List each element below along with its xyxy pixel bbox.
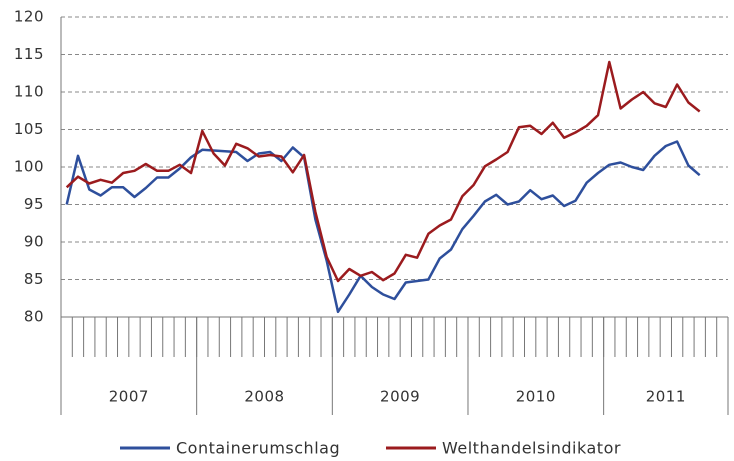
y-tick-label: 90 — [24, 233, 44, 251]
y-tick-label: 95 — [24, 195, 44, 213]
series-line — [65, 60, 701, 283]
year-label: 2009 — [380, 388, 420, 406]
y-tick-label: 80 — [24, 308, 44, 326]
y-tick-label: 120 — [14, 8, 44, 26]
legend-label: Containerumschlag — [176, 439, 340, 458]
year-label: 2011 — [646, 388, 686, 406]
legend-label: Welthandelsindikator — [442, 439, 621, 458]
year-label: 2007 — [109, 388, 149, 406]
y-tick-label: 85 — [24, 270, 44, 288]
y-tick-label: 115 — [14, 45, 44, 63]
series-line — [65, 140, 701, 314]
year-label: 2010 — [516, 388, 556, 406]
y-tick-label: 100 — [14, 158, 44, 176]
y-tick-label: 110 — [14, 83, 44, 101]
year-label: 2008 — [244, 388, 284, 406]
y-tick-label: 105 — [14, 120, 44, 138]
